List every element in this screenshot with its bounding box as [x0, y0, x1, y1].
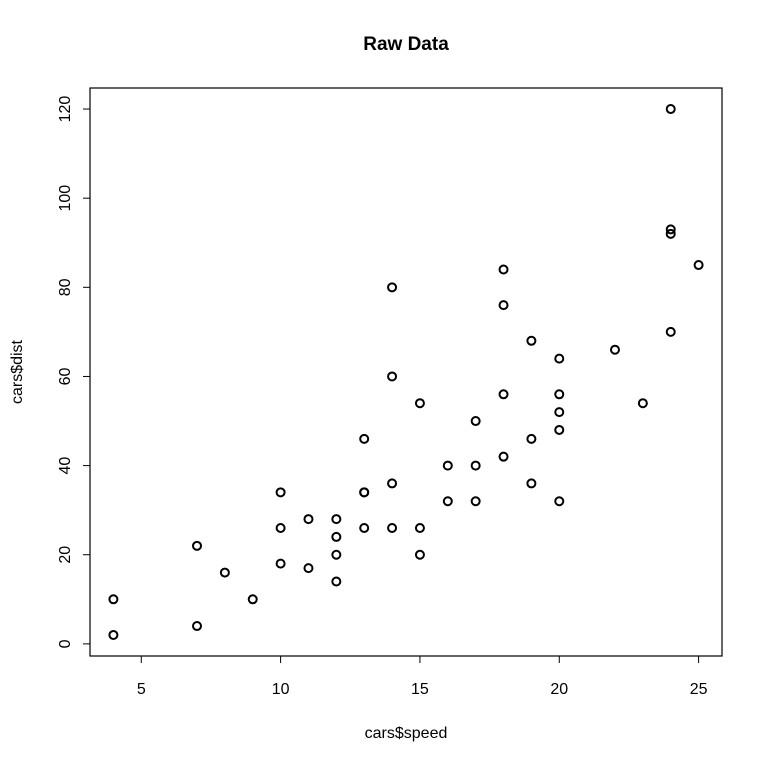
point [526, 335, 537, 346]
point [275, 558, 286, 569]
point [387, 478, 398, 489]
x-tick-label: 20 [550, 681, 568, 698]
point [192, 540, 203, 551]
point [275, 487, 286, 498]
point [470, 460, 481, 471]
point [554, 424, 565, 435]
point [359, 433, 370, 444]
point [359, 487, 370, 498]
point [387, 371, 398, 382]
point [192, 621, 203, 632]
point [414, 398, 425, 409]
point [637, 398, 648, 409]
point [498, 389, 509, 400]
point [498, 451, 509, 462]
x-tick-label: 10 [272, 681, 290, 698]
point [554, 353, 565, 364]
y-tick-label: 40 [57, 457, 74, 475]
point [331, 576, 342, 587]
point [331, 514, 342, 525]
point [387, 522, 398, 533]
x-tick-label: 5 [137, 681, 146, 698]
y-tick-label: 80 [57, 278, 74, 296]
point [219, 567, 230, 578]
point [303, 563, 314, 574]
y-tick-label: 100 [57, 185, 74, 212]
point [108, 594, 119, 605]
point [526, 433, 537, 444]
point [665, 326, 676, 337]
point [303, 514, 314, 525]
point [554, 389, 565, 400]
point [247, 594, 258, 605]
point [470, 496, 481, 507]
point [665, 224, 676, 235]
point [442, 460, 453, 471]
x-axis-label: cars$speed [365, 725, 448, 742]
x-tick-label: 15 [411, 681, 429, 698]
point [665, 104, 676, 115]
point [359, 522, 370, 533]
point [275, 522, 286, 533]
y-tick-label: 20 [57, 546, 74, 564]
point [554, 496, 565, 507]
point [331, 531, 342, 542]
chart-title: Raw Data [363, 34, 449, 55]
point [526, 478, 537, 489]
point [665, 228, 676, 239]
point [108, 629, 119, 640]
point [609, 344, 620, 355]
point [387, 282, 398, 293]
point [331, 549, 342, 560]
y-axis-label: cars$dist [9, 339, 26, 404]
x-tick-label: 25 [690, 681, 708, 698]
point [414, 522, 425, 533]
y-tick-label: 120 [57, 96, 74, 123]
y-tick-label: 0 [57, 639, 74, 648]
plot-frame [89, 87, 723, 657]
point [470, 416, 481, 427]
point [693, 260, 704, 271]
point [498, 264, 509, 275]
point [554, 407, 565, 418]
point [498, 300, 509, 311]
point [442, 496, 453, 507]
point [414, 549, 425, 560]
y-tick-label: 60 [57, 367, 74, 385]
